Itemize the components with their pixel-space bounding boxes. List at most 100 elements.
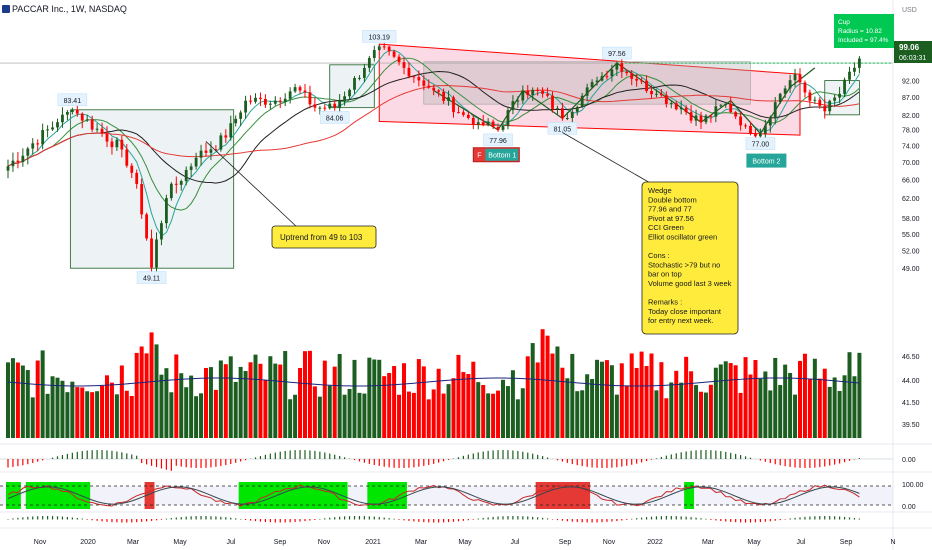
cci-bar	[848, 517, 851, 520]
oscillator-bar	[195, 459, 197, 468]
price-tick-label: 62.00	[902, 196, 920, 203]
oscillator-bar	[304, 450, 306, 459]
volume-bar	[817, 378, 822, 438]
volume-bar	[540, 329, 545, 438]
volume-bar	[124, 390, 129, 438]
oscillator-bar	[655, 458, 658, 459]
time-tick-label: Nov	[34, 539, 47, 546]
oscillator-bar	[715, 450, 717, 459]
oscillator-bar	[66, 453, 68, 459]
volume-bar	[590, 379, 595, 438]
price-tick-label: 78.00	[902, 128, 920, 135]
volume-bar	[411, 392, 416, 438]
candle-body	[818, 99, 822, 106]
price-point-label-box	[745, 137, 776, 150]
volume-bar	[283, 351, 288, 438]
oscillator-bar	[7, 459, 9, 468]
volume-bar	[406, 391, 411, 438]
oscillator-bar	[784, 459, 786, 467]
volume-bar	[699, 391, 703, 438]
volume-bar	[798, 360, 802, 438]
volume-bar	[565, 378, 570, 438]
candle-body	[798, 74, 802, 83]
volume-bar	[288, 399, 293, 438]
candle-body	[828, 100, 832, 112]
volume-bar	[218, 360, 223, 438]
cci-bar	[522, 516, 524, 520]
volume-bar	[134, 352, 139, 438]
cci-bar	[66, 516, 68, 520]
oscillator-bar	[240, 459, 242, 462]
volume-bar	[248, 362, 253, 438]
cci-bar	[740, 519, 742, 523]
volume-bar	[169, 392, 174, 438]
cci-bar	[438, 519, 440, 523]
volume-bar	[847, 352, 852, 438]
volume-bar	[80, 387, 85, 438]
cci-bar	[660, 516, 662, 520]
volume-bar	[402, 363, 406, 438]
cci-bar	[527, 516, 529, 520]
candle-body	[768, 118, 772, 126]
volume-bar	[446, 384, 451, 438]
volume-bar	[575, 391, 580, 438]
oscillator-bar	[774, 459, 776, 465]
oscillator-bar	[764, 459, 766, 462]
cci-bar	[685, 516, 687, 520]
volume-bar	[194, 396, 199, 438]
candle-body	[36, 143, 40, 145]
oscillator-bar	[245, 459, 247, 461]
cci-bar	[324, 518, 326, 520]
volume-bar	[268, 356, 273, 438]
oscillator-bar	[230, 459, 232, 465]
stoch-zone	[25, 482, 91, 509]
volume-bar	[139, 346, 144, 438]
cci-bar	[467, 519, 469, 521]
volume-bar	[298, 367, 303, 438]
candle-body	[6, 166, 10, 171]
volume-bar	[501, 379, 505, 438]
cci-bar	[12, 518, 14, 520]
candle-body	[481, 122, 485, 125]
cci-bar	[131, 519, 133, 523]
candle-body	[709, 115, 713, 117]
volume-bar	[75, 387, 80, 438]
oscillator-bar	[383, 459, 385, 467]
oscillator-bar	[339, 455, 341, 459]
volume-bar	[718, 364, 723, 438]
volume-bar	[119, 365, 124, 438]
cci-bar	[383, 517, 385, 520]
cci-bar	[814, 516, 816, 520]
volume-bar	[639, 351, 644, 438]
oscillator-bar	[314, 450, 316, 459]
candle-body	[155, 239, 158, 268]
candle-body	[358, 77, 361, 79]
cci-bar	[759, 519, 761, 523]
volume-bar	[471, 361, 476, 438]
candle-body	[278, 100, 282, 102]
volume-bar	[520, 388, 525, 438]
oscillator-bar	[403, 459, 405, 468]
cci-bar	[631, 518, 633, 520]
cci-bar	[764, 519, 766, 522]
price-tick-label: 92.00	[902, 79, 920, 86]
price-point-label: 81.05	[554, 126, 572, 133]
analysis-note-line: Double bottom	[648, 195, 697, 204]
cci-bar	[829, 516, 831, 520]
oscillator-bar	[27, 459, 29, 465]
candle-body	[630, 73, 634, 79]
candle-body	[833, 97, 837, 101]
ma-mid-line	[7, 57, 860, 211]
price-tick-label: 49.00	[902, 266, 920, 273]
oscillator-bar	[477, 452, 479, 459]
oscillator-bar	[497, 450, 499, 459]
candle-body	[229, 123, 233, 138]
volume-bar	[679, 382, 684, 438]
volume-tick-label: 41.50	[902, 400, 920, 407]
cci-bar	[215, 516, 217, 520]
candle-body	[273, 100, 277, 104]
cci-bar	[680, 516, 682, 520]
oscillator-bar	[269, 453, 271, 459]
oscillator-bar	[220, 459, 222, 467]
